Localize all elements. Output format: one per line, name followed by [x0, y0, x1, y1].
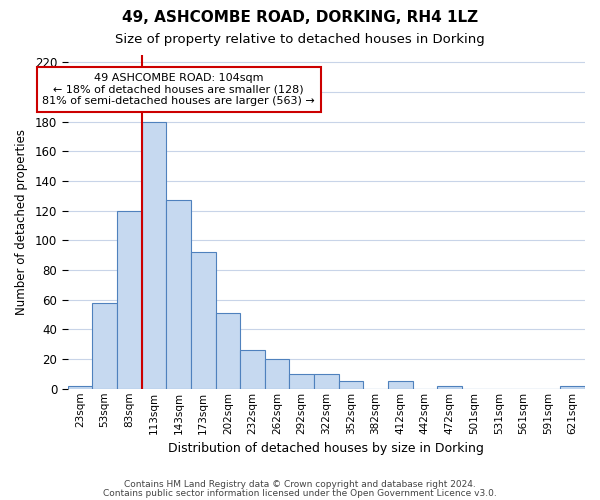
Bar: [338, 382, 364, 389]
Bar: [388, 382, 413, 389]
Bar: [314, 374, 338, 389]
Bar: [215, 313, 240, 389]
Text: Size of property relative to detached houses in Dorking: Size of property relative to detached ho…: [115, 32, 485, 46]
Bar: [289, 374, 314, 389]
Bar: [191, 252, 215, 389]
Bar: [265, 359, 289, 389]
Bar: [437, 386, 462, 389]
Bar: [68, 386, 92, 389]
Text: Contains public sector information licensed under the Open Government Licence v3: Contains public sector information licen…: [103, 488, 497, 498]
Bar: [117, 211, 142, 389]
Bar: [92, 302, 117, 389]
Text: 49, ASHCOMBE ROAD, DORKING, RH4 1LZ: 49, ASHCOMBE ROAD, DORKING, RH4 1LZ: [122, 10, 478, 25]
Text: Contains HM Land Registry data © Crown copyright and database right 2024.: Contains HM Land Registry data © Crown c…: [124, 480, 476, 489]
Bar: [166, 200, 191, 389]
Bar: [142, 122, 166, 389]
Text: 49 ASHCOMBE ROAD: 104sqm
← 18% of detached houses are smaller (128)
81% of semi-: 49 ASHCOMBE ROAD: 104sqm ← 18% of detach…: [42, 73, 315, 106]
Bar: [240, 350, 265, 389]
Bar: [560, 386, 585, 389]
Y-axis label: Number of detached properties: Number of detached properties: [15, 129, 28, 315]
X-axis label: Distribution of detached houses by size in Dorking: Distribution of detached houses by size …: [169, 442, 484, 455]
